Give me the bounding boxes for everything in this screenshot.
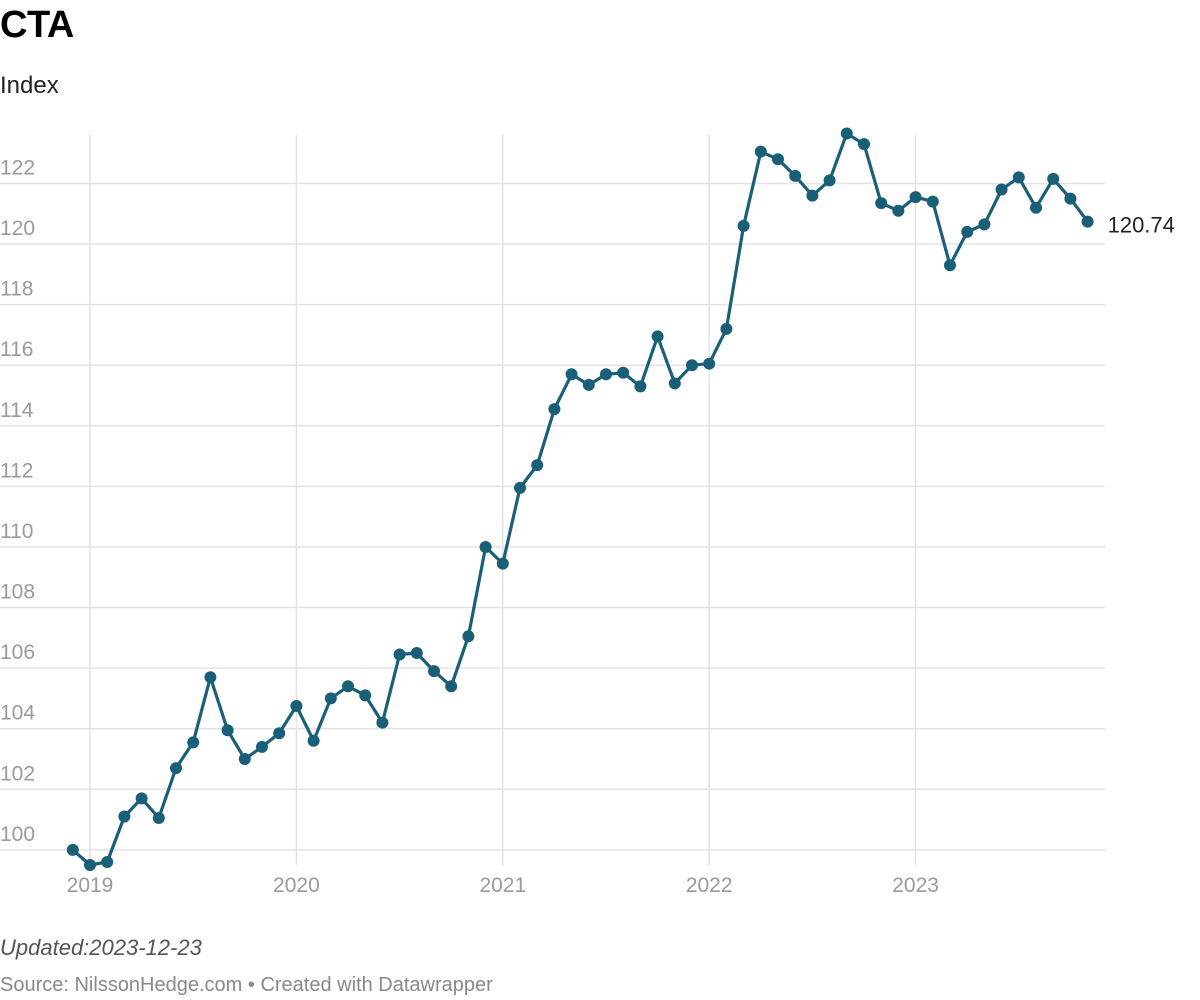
- data-point: [582, 378, 595, 391]
- data-point: [737, 219, 750, 232]
- y-tick-label: 122: [0, 156, 35, 179]
- data-point: [703, 357, 716, 370]
- data-point: [617, 366, 630, 379]
- data-point: [152, 812, 165, 825]
- data-point: [892, 204, 905, 217]
- y-tick-label: 120: [0, 217, 35, 240]
- data-point: [531, 459, 544, 472]
- end-value-label: 120.74: [1108, 213, 1175, 238]
- y-tick-label: 104: [0, 702, 35, 725]
- y-tick-label: 114: [0, 399, 34, 422]
- data-point: [651, 330, 664, 343]
- data-point: [118, 810, 131, 823]
- data-point: [428, 665, 440, 678]
- data-point: [823, 174, 836, 187]
- y-tick-label: 106: [0, 641, 35, 664]
- chart-subtitle: Index: [0, 72, 59, 99]
- data-point: [307, 734, 320, 747]
- data-point: [1064, 192, 1077, 205]
- y-tick-label: 100: [0, 823, 35, 846]
- chart-title: CTA: [0, 4, 74, 46]
- data-point: [462, 630, 475, 643]
- data-point: [944, 259, 956, 272]
- data-point: [1081, 215, 1094, 228]
- y-tick-label: 108: [0, 581, 35, 604]
- source-note: Source: NilssonHedge.com • Created with …: [0, 974, 493, 996]
- series-line: [71, 131, 1090, 867]
- data-point: [995, 183, 1008, 196]
- data-point: [221, 724, 234, 737]
- data-point: [961, 225, 974, 238]
- data-point: [926, 195, 939, 208]
- data-point: [324, 692, 337, 705]
- data-point: [135, 792, 148, 805]
- data-point: [600, 368, 612, 381]
- data-point: [393, 648, 406, 661]
- data-point: [359, 689, 372, 702]
- data-point: [256, 740, 268, 753]
- data-point: [342, 680, 354, 693]
- data-point: [290, 699, 303, 712]
- data-point: [376, 716, 389, 729]
- data-point: [686, 359, 698, 372]
- data-point: [840, 127, 853, 140]
- data-point: [875, 197, 888, 210]
- x-tick-label: 2021: [479, 874, 526, 897]
- x-tick-label: 2023: [892, 874, 939, 897]
- data-point: [66, 843, 79, 856]
- series-cta: [66, 127, 1094, 871]
- data-point: [496, 557, 509, 570]
- axis-labels: 100 102 104 106 108 110 112 114 116 118 120 122 2019…: [0, 156, 939, 897]
- data-point: [479, 540, 492, 553]
- data-point: [806, 189, 819, 202]
- data-point: [548, 403, 561, 416]
- data-point: [565, 368, 578, 381]
- data-point: [410, 646, 423, 659]
- data-point: [668, 377, 681, 390]
- data-point: [187, 736, 200, 749]
- y-tick-label: 118: [0, 278, 33, 301]
- end-label-group: 120.74: [1108, 213, 1175, 238]
- data-point: [84, 859, 96, 871]
- data-point: [789, 169, 802, 182]
- data-point: [1012, 171, 1025, 184]
- y-tick-label: 102: [0, 762, 35, 785]
- data-point: [1030, 201, 1042, 214]
- data-point: [101, 855, 114, 868]
- line-chart: 100 102 104 106 108 110 112 114 116 118 120 122 2019…: [0, 127, 1175, 897]
- updated-note: Updated:2023-12-23: [0, 935, 202, 960]
- data-point: [909, 191, 922, 204]
- data-point: [514, 481, 526, 494]
- y-tick-label: 110: [0, 520, 33, 543]
- data-point: [754, 145, 767, 158]
- x-tick-label: 2020: [273, 874, 320, 897]
- data-point: [634, 380, 647, 393]
- data-point: [445, 680, 458, 693]
- data-point: [204, 671, 217, 684]
- x-tick-label: 2022: [686, 874, 733, 897]
- x-tick-label: 2019: [67, 874, 114, 897]
- y-tick-label: 116: [0, 338, 33, 361]
- data-point: [1047, 172, 1060, 185]
- y-tick-label: 112: [0, 459, 33, 482]
- data-point: [273, 727, 286, 740]
- grid-lines: [0, 135, 1105, 865]
- data-point: [772, 153, 784, 166]
- data-point: [720, 322, 733, 335]
- data-point: [858, 138, 870, 151]
- data-point: [238, 752, 251, 765]
- data-point: [170, 762, 182, 775]
- data-point: [978, 218, 991, 231]
